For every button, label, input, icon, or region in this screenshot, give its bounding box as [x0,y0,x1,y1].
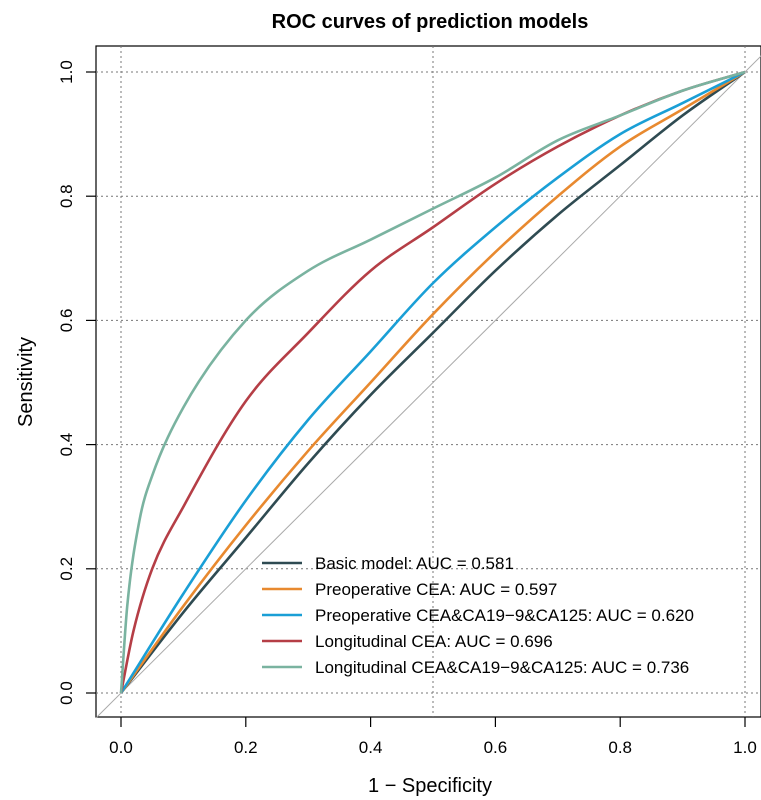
legend-label-2: Preoperative CEA: AUC = 0.597 [315,580,557,599]
y-tick-label: 0.6 [57,309,76,333]
legend-label-5: Longitudinal CEA&CA19−9&CA125: AUC = 0.7… [315,658,689,677]
series-line-5 [119,70,746,694]
x-tick-label: 0.8 [608,738,632,757]
x-tick-label: 0.2 [234,738,258,757]
reference-diagonal [95,55,761,719]
axis-ticks: 0.0 0.2 0.4 0.6 0.8 1.0 0.0 0.2 0.4 0.6 0.8 1.0 [57,60,757,757]
y-tick-label: 0.4 [57,433,76,457]
y-tick-label: 0.2 [57,557,76,581]
legend-label-1: Basic model: AUC = 0.581 [315,554,514,573]
x-tick-label: 0.0 [109,738,133,757]
grid [96,46,761,717]
legend-label-3: Preoperative CEA&CA19−9&CA125: AUC = 0.6… [315,606,694,625]
x-axis-title: 1 − Specificity [368,775,492,797]
y-tick-label: 0.8 [57,184,76,208]
series-lines [119,70,746,694]
chart-title: ROC curves of prediction models [272,11,589,33]
series-line-2 [119,70,746,694]
y-tick-label: 0.0 [57,681,76,705]
x-tick-label: 0.4 [359,738,383,757]
series-line-1 [119,70,746,694]
x-tick-label: 0.6 [484,738,508,757]
y-axis-title: Sensitivity [15,337,37,427]
series-line-3 [119,70,746,694]
plot-frame [95,45,761,718]
legend-label-4: Longitudinal CEA: AUC = 0.696 [315,632,553,651]
legend: Basic model: AUC = 0.581 Preoperative CEA… [262,554,694,677]
x-tick-label: 1.0 [733,738,757,757]
y-tick-label: 1.0 [57,60,76,84]
